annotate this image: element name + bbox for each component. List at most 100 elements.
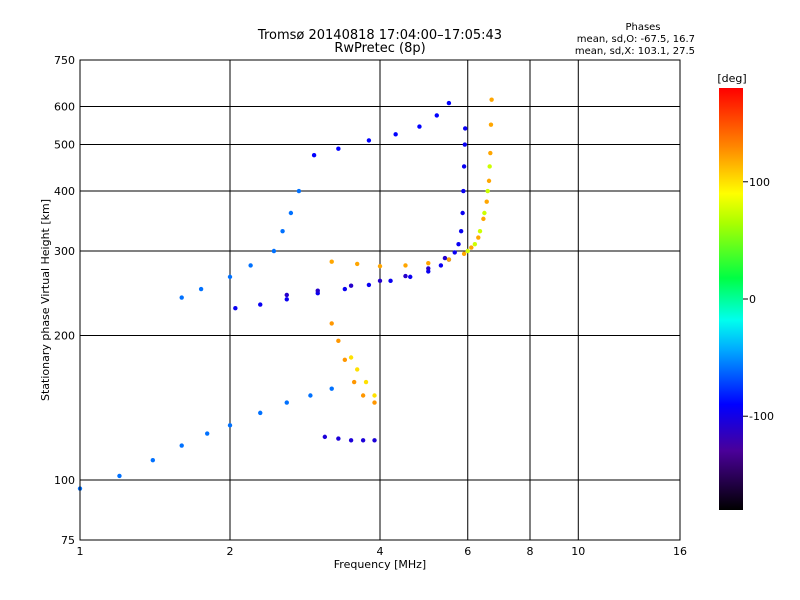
data-point <box>351 379 357 385</box>
data-point <box>329 259 334 264</box>
data-point <box>489 97 494 102</box>
data-point <box>426 266 431 271</box>
data-point <box>488 150 493 156</box>
legend-line-o: mean, sd,O: -67.5, 16.7 <box>577 34 695 45</box>
data-point <box>452 250 457 255</box>
data-point <box>463 126 468 131</box>
colorbar-ticks: 100 0 -100 <box>743 176 774 423</box>
data-point <box>417 124 422 129</box>
data-point <box>388 278 393 284</box>
data-point <box>248 263 253 268</box>
data-point <box>315 288 320 293</box>
data-point <box>360 393 366 398</box>
data-point <box>280 228 285 234</box>
data-point <box>329 386 334 391</box>
data-point <box>458 228 464 234</box>
data-point <box>342 357 348 363</box>
data-point <box>348 438 354 443</box>
data-point <box>227 423 233 428</box>
data-point <box>485 188 490 194</box>
data-point <box>308 393 313 398</box>
data-point <box>311 153 317 158</box>
colorbar-tick-label: 0 <box>749 293 756 306</box>
data-point <box>372 438 377 443</box>
y-tick-labels: 75 100 200 300 400 500 600 750 <box>54 54 75 547</box>
data-point <box>322 434 328 440</box>
x-tick-labels: 1 2 4 6 8 10 16 <box>77 545 688 558</box>
data-point <box>442 255 448 261</box>
data-point <box>363 379 369 385</box>
data-point <box>462 142 468 147</box>
data-point <box>403 273 408 279</box>
data-point <box>271 248 277 254</box>
data-point <box>461 188 466 194</box>
x-tick-label: 10 <box>571 545 585 558</box>
y-axis-label: Stationary phase Virtual Height [km] <box>39 199 52 401</box>
data-point <box>426 269 431 274</box>
x-tick-label: 2 <box>227 545 234 558</box>
data-point <box>336 436 341 441</box>
data-point <box>258 302 263 307</box>
data-point <box>477 228 483 234</box>
data-point <box>336 146 341 151</box>
chart-subtitle: RwPretec (8p) <box>334 41 425 56</box>
data-point <box>461 251 467 257</box>
data-point <box>233 306 238 311</box>
y-tick-label: 500 <box>54 139 75 152</box>
data-point <box>481 216 486 222</box>
data-point <box>377 263 383 269</box>
data-point <box>487 164 492 169</box>
y-tick-label: 200 <box>54 330 75 343</box>
colorbar-tick-label: 100 <box>749 176 770 189</box>
data-point <box>348 355 354 360</box>
data-point <box>296 188 302 194</box>
legend-line-x: mean, sd,X: 103.1, 27.5 <box>575 46 695 57</box>
data-point <box>284 400 289 405</box>
data-point <box>258 410 263 416</box>
data-point <box>354 261 360 267</box>
colorbar <box>719 88 743 510</box>
data-point <box>354 367 360 372</box>
colorbar-tick-label: -100 <box>749 410 774 423</box>
data-point <box>150 457 156 463</box>
data-point <box>372 393 377 398</box>
data-point <box>465 248 470 254</box>
data-point <box>488 122 494 127</box>
data-point <box>461 164 467 169</box>
data-point <box>482 210 487 216</box>
data-point <box>198 286 204 292</box>
data-point <box>472 241 478 247</box>
data-point <box>456 241 461 247</box>
data-point <box>393 132 398 137</box>
data-point <box>179 443 184 448</box>
data-point <box>438 263 444 268</box>
grid-lines <box>80 60 680 540</box>
data-point <box>179 295 184 300</box>
plot-frame <box>79 59 681 541</box>
data-point <box>227 274 233 280</box>
data-point <box>446 257 452 262</box>
data-point <box>336 338 341 344</box>
y-tick-label: 600 <box>54 101 75 114</box>
data-point <box>342 286 348 292</box>
data-point <box>372 400 377 405</box>
data-point <box>484 199 489 204</box>
data-point <box>204 431 210 436</box>
data-point <box>366 138 372 143</box>
data-point <box>434 113 439 118</box>
x-axis-label: Frequency [MHz] <box>334 558 426 571</box>
x-tick-label: 1 <box>77 545 84 558</box>
y-tick-label: 750 <box>54 54 75 67</box>
y-tick-label: 400 <box>54 185 75 198</box>
x-tick-label: 6 <box>464 545 471 558</box>
data-point <box>288 210 294 216</box>
data-point <box>403 263 408 268</box>
y-tick-label: 300 <box>54 245 75 258</box>
y-tick-label: 75 <box>61 534 75 547</box>
data-points <box>77 97 494 491</box>
data-point <box>408 274 413 280</box>
data-point <box>360 438 366 443</box>
x-tick-label: 16 <box>673 545 687 558</box>
colorbar-label: [deg] <box>717 72 746 85</box>
